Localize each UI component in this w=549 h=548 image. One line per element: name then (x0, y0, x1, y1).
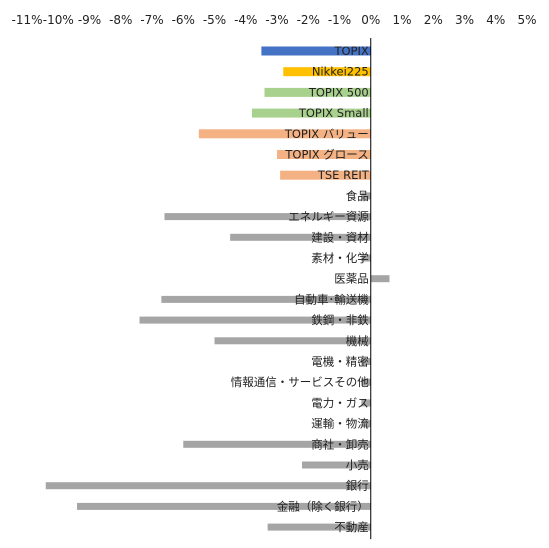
x-tick-label: -5% (203, 13, 226, 27)
bar (139, 316, 371, 324)
x-tick-label: -10% (43, 13, 74, 27)
x-tick-label: 1% (392, 13, 411, 27)
bar (361, 254, 371, 262)
category-label: 銀行 (346, 479, 369, 493)
bar (361, 399, 371, 407)
bar (370, 275, 390, 283)
bar (283, 67, 371, 77)
category-label: TOPIX バリュー (284, 127, 369, 141)
category-label: 自動車･輸送機 (294, 292, 369, 306)
category-label: TOPIX グロース (284, 148, 368, 162)
category-label: 金融（除く銀行） (277, 499, 369, 513)
bar (161, 295, 371, 303)
category-label: 運輸・物流 (311, 417, 369, 431)
category-label: 鉄鋼・非鉄 (311, 313, 369, 327)
bar (214, 337, 371, 345)
bar (230, 233, 371, 241)
x-tick-label: 4% (486, 13, 505, 27)
bar (198, 129, 371, 139)
bar (277, 150, 371, 159)
x-tick-label: -8% (109, 13, 132, 27)
x-tick-label: 5% (517, 13, 536, 27)
x-tick-label: 0% (361, 13, 380, 27)
x-tick-label: -9% (78, 13, 101, 27)
category-label: Nikkei225 (312, 65, 369, 79)
x-tick-label: -2% (297, 13, 320, 27)
bar (361, 192, 371, 200)
bar (183, 440, 371, 448)
bar (302, 461, 371, 469)
bar (261, 46, 371, 56)
category-labels: TOPIX Nikkei225 TOPIX 500 TOPIX Small TOPIX … (231, 44, 370, 534)
category-label: 小売 (346, 458, 369, 472)
category-label: 建設・資材 (311, 230, 369, 244)
x-tick-label: -11% (11, 13, 42, 27)
x-tick-label: -6% (172, 13, 195, 27)
category-label: エネルギー資源 (288, 210, 369, 224)
category-label: 機械 (346, 334, 369, 348)
category-label: TOPIX 500 (308, 85, 369, 99)
category-label: 医薬品 (334, 272, 369, 286)
bar (361, 420, 371, 428)
bar (361, 378, 371, 386)
bar (164, 213, 371, 221)
category-label: 不動産 (334, 520, 369, 534)
x-tick-label: 2% (424, 13, 443, 27)
bar (280, 170, 371, 180)
x-tick-label: -3% (265, 13, 288, 27)
bar (77, 502, 371, 510)
x-tick-label: 3% (455, 13, 474, 27)
category-label: 食品 (346, 189, 369, 203)
bar (45, 482, 371, 490)
bar (264, 87, 371, 97)
category-label: 情報通信・サービスその他 (231, 375, 369, 389)
category-label: 素材・化学 (311, 251, 369, 265)
category-label: 電力・ガス (311, 396, 369, 410)
category-label: TSE REIT (317, 168, 370, 182)
bars (45, 46, 390, 531)
category-label: TOPIX (333, 44, 368, 58)
bar (361, 358, 371, 365)
x-axis-tick-labels: -11% -10% -9% -8% -7% -6% -5% -4% -3% -2% -1% 0% 1% 2… (11, 13, 536, 27)
bar (267, 523, 371, 531)
category-label: TOPIX Small (298, 106, 369, 120)
category-label: 電機・精密 (311, 355, 369, 369)
bar (252, 108, 371, 118)
x-tick-label: -4% (234, 13, 257, 27)
x-tick-label: -1% (328, 13, 351, 27)
category-label: 商社・卸売 (311, 437, 369, 451)
x-tick-label: -7% (140, 13, 163, 27)
